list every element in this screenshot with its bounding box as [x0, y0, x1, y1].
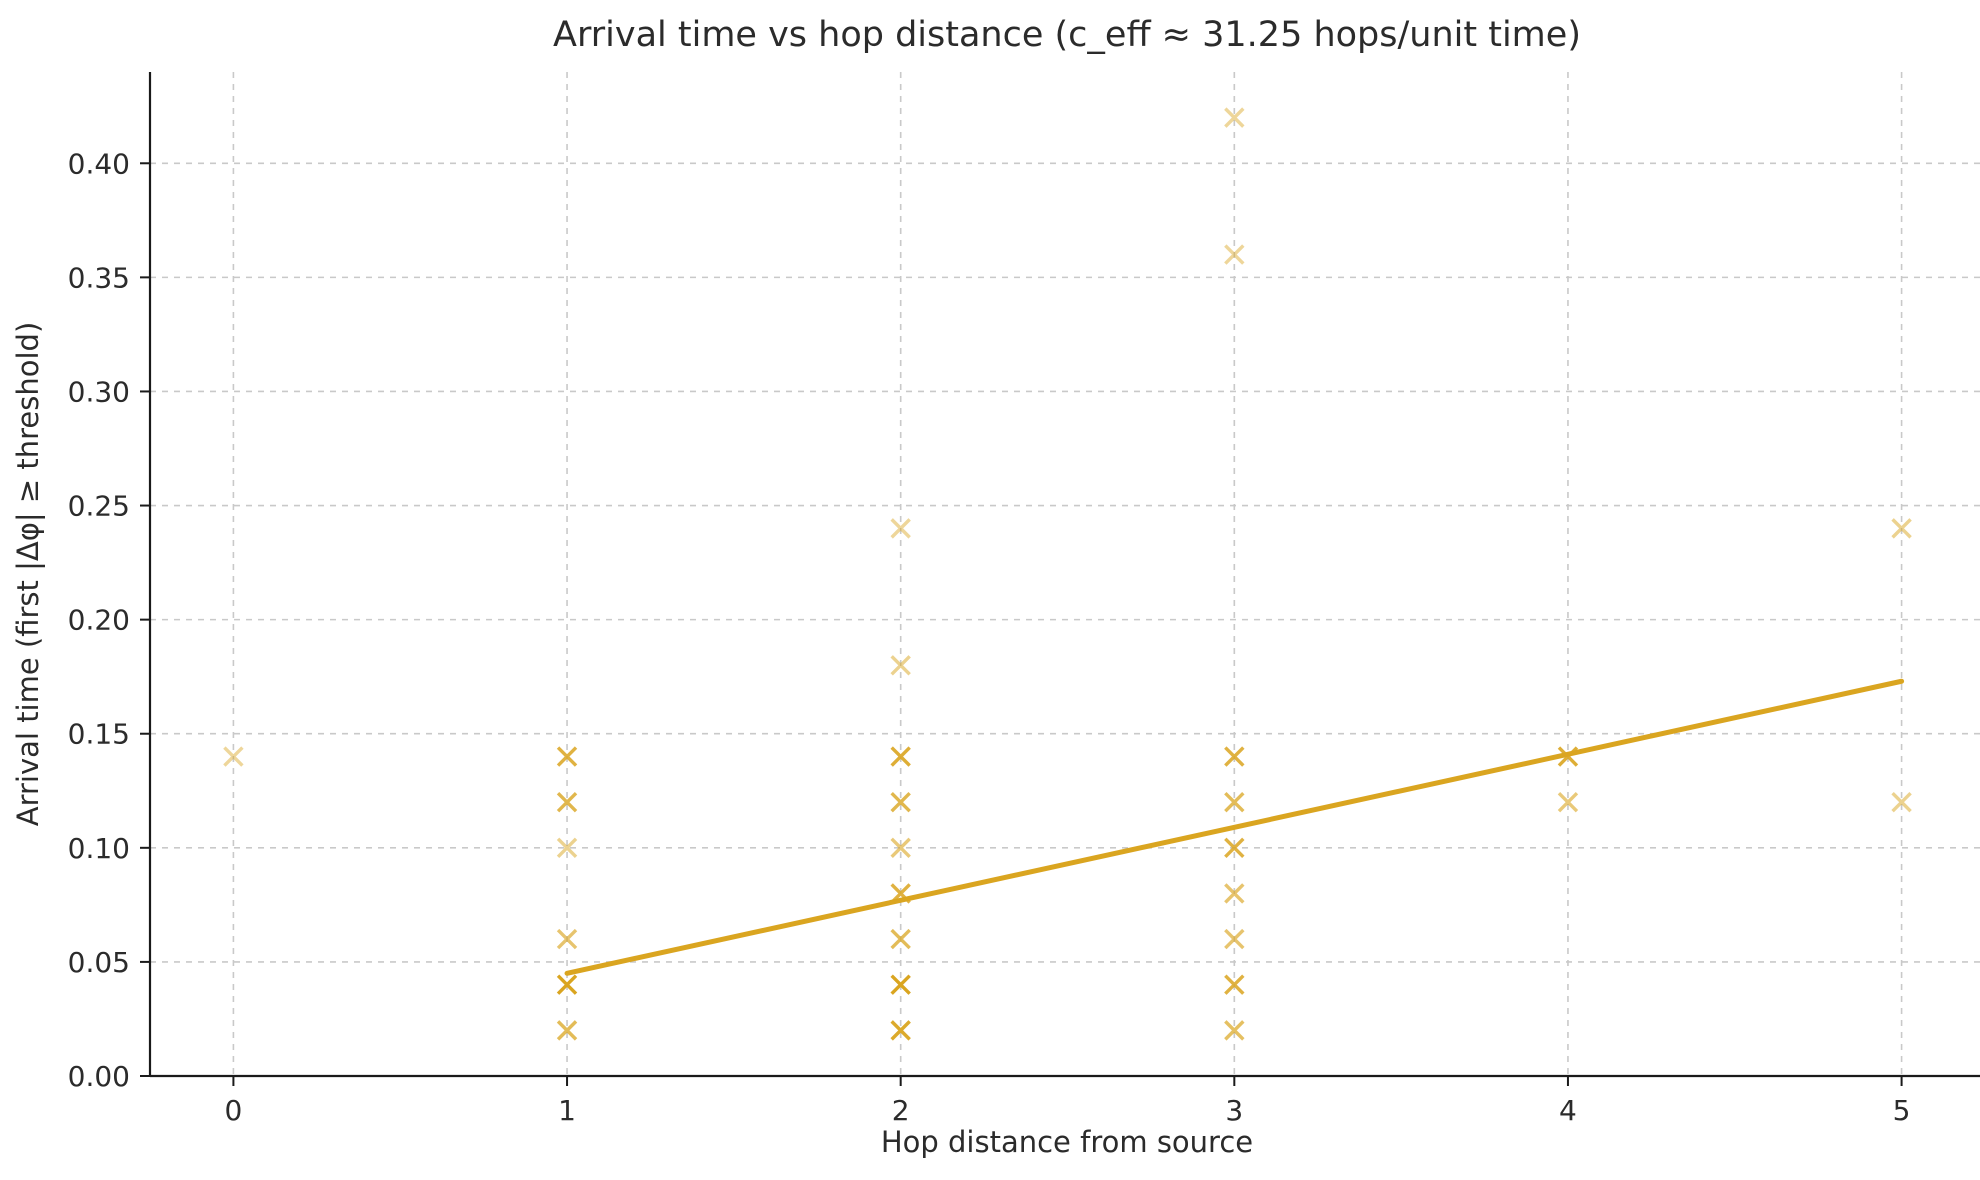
y-tick-label: 0.30 [68, 375, 130, 408]
scatter-point [1224, 837, 1245, 859]
scatter-point [1224, 928, 1245, 950]
scatter-point [890, 655, 911, 676]
x-tick-label: 3 [1225, 1094, 1243, 1127]
scatter-point [556, 928, 578, 950]
scatter-point [890, 928, 911, 950]
scatter-point [1224, 1020, 1245, 1041]
axes-layer: 0 1 2 3 4 5 0.00 0.05 0.10 0.15 0.20 0.25 0.30 0.35 0.… [68, 72, 1980, 1127]
scatter-point [890, 791, 911, 813]
scatter-point [1224, 791, 1245, 813]
scatter-point [890, 883, 911, 904]
x-tick-label: 4 [1559, 1094, 1577, 1127]
scatter-point [1224, 746, 1245, 767]
scatter-point [1557, 791, 1579, 813]
y-tick-label: 0.10 [68, 832, 130, 865]
scatter-point [1224, 107, 1245, 128]
scatter-point [890, 746, 911, 767]
scatter-point [890, 974, 911, 995]
scatter-point [1224, 883, 1245, 904]
fit-line [564, 678, 1905, 976]
scatter-point [556, 974, 578, 995]
scatter-point [890, 837, 911, 859]
scatter-point [1224, 244, 1245, 265]
y-tick-label: 0.25 [68, 490, 130, 523]
x-tick-label: 1 [558, 1094, 576, 1127]
y-tick-label: 0.35 [68, 261, 130, 294]
y-axis-label: Arrival time (first |Δφ| ≥ threshold) [11, 322, 45, 827]
x-tick-label: 5 [1893, 1094, 1911, 1127]
y-tick-label: 0.05 [68, 946, 130, 979]
scatter-point [223, 746, 244, 767]
scatter-point [556, 1020, 578, 1041]
scatter-point [1891, 791, 1912, 813]
y-tick-label: 0.20 [68, 604, 130, 637]
scatter-point [556, 837, 578, 859]
scatter-point [556, 746, 578, 767]
y-tick-label: 0.15 [68, 718, 130, 751]
x-tick-label: 0 [224, 1094, 242, 1127]
scatter-point [890, 1020, 911, 1041]
scatter-point [1891, 518, 1912, 539]
grid-layer [150, 72, 1980, 1077]
chart-title: Arrival time vs hop distance (c_eff ≈ 31… [553, 15, 1581, 55]
x-tick-label: 2 [892, 1094, 910, 1127]
scatter-point [1557, 746, 1579, 767]
data-layer [223, 107, 1912, 1041]
scatter-point [890, 518, 911, 539]
y-tick-label: 0.00 [68, 1060, 130, 1093]
scatter-point [1224, 974, 1245, 995]
y-tick-label: 0.40 [68, 147, 130, 180]
x-axis-label: Hop distance from source [881, 1125, 1253, 1159]
scatter-point [556, 791, 578, 813]
